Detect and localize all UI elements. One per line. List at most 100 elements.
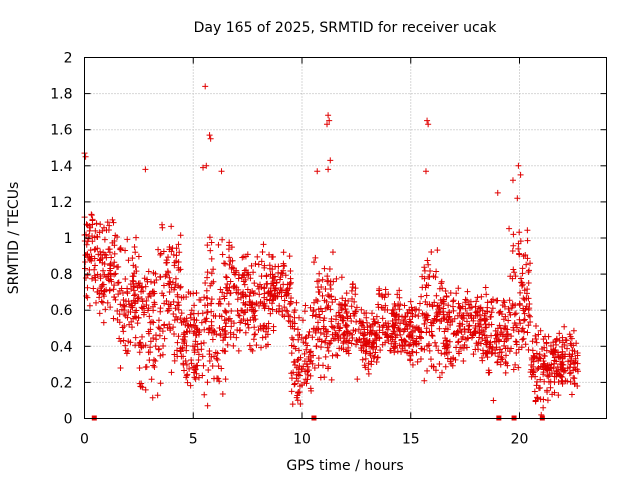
data-point [160, 342, 167, 349]
data-point [419, 310, 426, 317]
data-point [152, 343, 159, 350]
data-point [551, 379, 558, 386]
data-point [219, 236, 226, 243]
data-point [228, 265, 235, 272]
data-point [510, 266, 517, 273]
data-point [196, 296, 203, 303]
data-point [359, 356, 366, 363]
data-point [140, 343, 147, 350]
data-point [86, 302, 93, 309]
data-point [228, 244, 235, 251]
data-point [242, 309, 249, 316]
data-point [353, 341, 360, 348]
x-tick-label: 5 [189, 432, 198, 448]
data-point [294, 397, 301, 404]
data-point [129, 302, 136, 309]
data-point [227, 329, 234, 336]
data-point [388, 340, 395, 347]
data-point [551, 389, 558, 396]
data-point [215, 241, 222, 248]
data-point [385, 337, 392, 344]
data-point [241, 281, 248, 288]
data-point [253, 300, 260, 307]
data-point [282, 272, 289, 279]
data-point [106, 287, 113, 294]
data-point [176, 249, 183, 256]
data-point [359, 330, 366, 337]
data-point [400, 317, 407, 324]
data-point [195, 310, 202, 317]
data-point [406, 322, 413, 329]
data-point [132, 291, 139, 298]
data-point [156, 332, 163, 339]
data-point [207, 135, 214, 142]
data-point [397, 331, 404, 338]
data-point [117, 301, 124, 308]
data-point [325, 166, 332, 173]
data-point [194, 341, 201, 348]
data-point [376, 335, 383, 342]
data-point [379, 315, 386, 322]
data-point [207, 247, 214, 254]
data-point [332, 335, 339, 342]
data-point [433, 343, 440, 350]
data-point [306, 349, 313, 356]
data-point [474, 294, 481, 301]
data-point [138, 284, 145, 291]
data-point [348, 287, 355, 294]
data-point [456, 304, 463, 311]
data-point [417, 334, 424, 341]
data-point [318, 338, 325, 345]
data-point [332, 331, 339, 338]
data-point [329, 324, 336, 331]
data-point [287, 279, 294, 286]
data-point [248, 346, 255, 353]
data-point [91, 246, 98, 253]
data-point [306, 328, 313, 335]
data-point [418, 329, 425, 336]
data-point [192, 375, 199, 382]
data-point [279, 308, 286, 315]
data-point [512, 273, 519, 280]
data-point [259, 248, 266, 255]
data-point [324, 278, 331, 285]
data-point [312, 254, 319, 261]
data-point [280, 267, 287, 274]
data-point [195, 357, 202, 364]
data-point [95, 251, 102, 258]
data-point [378, 304, 385, 311]
data-point [419, 284, 426, 291]
y-tick-label: 1.8 [50, 87, 72, 103]
data-point [252, 331, 259, 338]
data-point [356, 336, 363, 343]
data-point [191, 302, 198, 309]
data-point [320, 325, 327, 332]
data-point [84, 284, 91, 291]
data-point [362, 355, 369, 362]
data-point [206, 351, 213, 358]
data-point [160, 248, 167, 255]
data-point [504, 335, 511, 342]
data-point [338, 345, 345, 352]
data-point [497, 346, 504, 353]
data-point [366, 337, 373, 344]
data-point [390, 306, 397, 313]
data-point [136, 280, 143, 287]
data-point [241, 267, 248, 274]
data-point [211, 353, 218, 360]
data-point [129, 277, 136, 284]
data-point [315, 326, 322, 333]
data-point [429, 333, 436, 340]
data-point [223, 320, 230, 327]
data-point [506, 225, 513, 232]
data-point [225, 301, 232, 308]
data-point [470, 351, 477, 358]
data-point [307, 372, 314, 379]
data-point [552, 346, 559, 353]
data-point [513, 349, 520, 356]
data-point [191, 349, 198, 356]
data-point [280, 249, 287, 256]
y-tick-label: 1.6 [50, 123, 72, 139]
data-point [206, 234, 213, 241]
data-point [216, 300, 223, 307]
